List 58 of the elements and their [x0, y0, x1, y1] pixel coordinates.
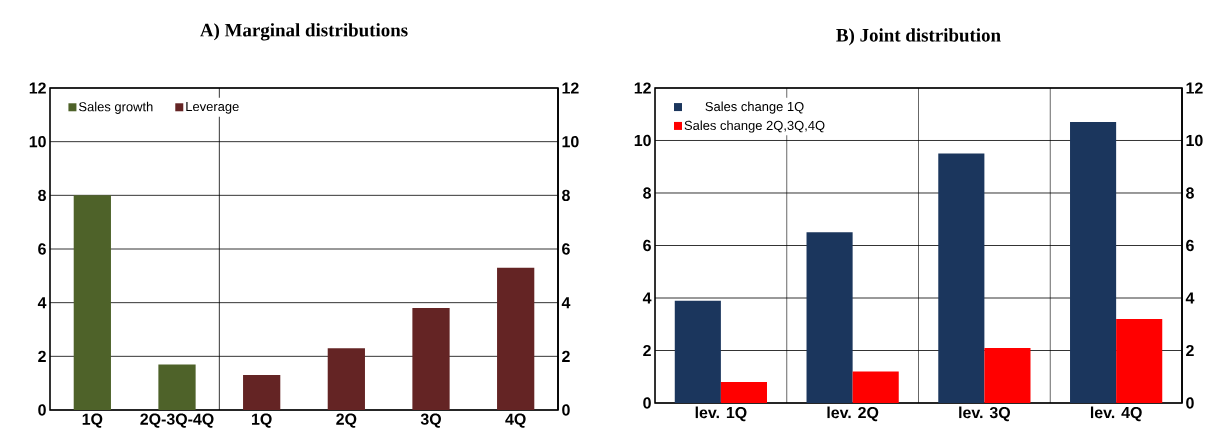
- x-tick-label: lev. 4Q: [1090, 406, 1142, 422]
- bar: [497, 267, 535, 410]
- y2-tick-label: 4: [1185, 292, 1195, 304]
- chart-title: A) Marginal distributions: [200, 23, 408, 41]
- chart-title: B) Joint distribution: [836, 28, 1001, 46]
- bar: [412, 308, 450, 410]
- bar: [720, 382, 767, 403]
- legend-label: Leverage: [186, 102, 239, 114]
- y-tick-label: 12: [634, 82, 651, 94]
- bar: [1070, 122, 1117, 403]
- y-tick-label: 12: [29, 82, 46, 94]
- y2-tick-label: 12: [562, 82, 579, 94]
- bar: [243, 375, 281, 410]
- y-tick-label: 8: [38, 189, 46, 201]
- y2-tick-label: 10: [562, 136, 579, 148]
- y-tick-label: 0: [643, 397, 651, 409]
- y2-tick-label: 8: [562, 189, 570, 201]
- y-tick-label: 4: [642, 292, 652, 304]
- y-tick-label: 0: [38, 404, 46, 416]
- y2-tick-label: 0: [562, 404, 570, 416]
- x-tick-label: lev. 1Q: [695, 406, 747, 422]
- bar: [327, 348, 365, 410]
- y2-tick-label: 10: [1186, 134, 1203, 147]
- legend-label: Sales growth: [79, 101, 153, 114]
- y-tick-label: 10: [29, 136, 46, 148]
- bar: [73, 195, 111, 410]
- y-tick-label: 2: [643, 344, 651, 357]
- y2-tick-label: 8: [1186, 187, 1194, 199]
- y-tick-label: 2: [38, 350, 46, 362]
- bar: [158, 364, 196, 410]
- bar: [674, 300, 721, 403]
- y2-tick-label: 6: [562, 243, 570, 255]
- y2-tick-label: 6: [1186, 239, 1194, 252]
- legend-label: Sales change 2Q,3Q,4Q: [684, 120, 825, 133]
- legend-label: Sales change 1Q: [705, 101, 804, 114]
- x-tick-label: 2Q: [336, 413, 357, 428]
- x-tick-label: 1Q: [82, 413, 103, 428]
- y2-tick-label: 0: [1186, 397, 1194, 409]
- y2-tick-label: 4: [561, 297, 571, 309]
- y2-tick-label: 2: [1186, 344, 1194, 357]
- x-tick-label: 3Q: [420, 413, 441, 428]
- bar: [938, 153, 985, 403]
- x-tick-label: lev. 3Q: [959, 406, 1010, 422]
- y-tick-label: 6: [643, 239, 651, 252]
- y2-tick-label: 2: [562, 350, 570, 362]
- y-tick-label: 6: [38, 243, 46, 255]
- x-tick-label: lev. 2Q: [827, 406, 879, 422]
- x-tick-label: 2Q-3Q-4Q: [140, 413, 214, 428]
- y2-tick-label: 12: [1186, 82, 1203, 94]
- y-tick-label: 8: [643, 187, 651, 199]
- bar: [806, 232, 853, 403]
- x-tick-label: 1Q: [252, 413, 272, 428]
- bar: [852, 371, 899, 403]
- bar: [984, 347, 1031, 403]
- y-tick-label: 10: [634, 134, 651, 147]
- x-tick-label: 4Q: [505, 413, 526, 428]
- bar: [1116, 319, 1163, 403]
- y-tick-label: 4: [37, 297, 47, 309]
